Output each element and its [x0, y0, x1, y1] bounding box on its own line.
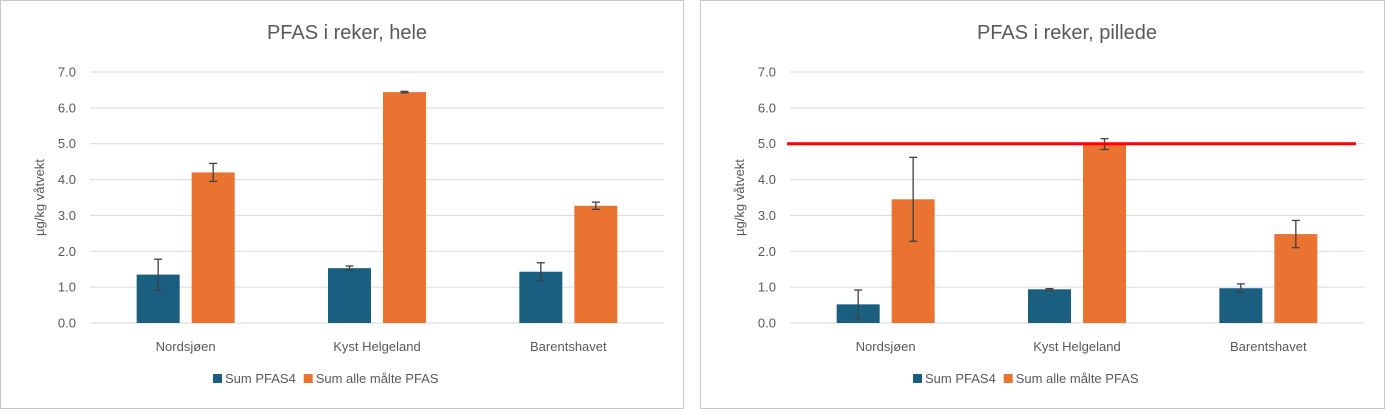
error-bar [854, 289, 863, 320]
bar-sum-alle-1 [383, 92, 426, 323]
x-category-label: Barentshavet [530, 339, 607, 354]
y-tick-label: 7.0 [758, 65, 776, 80]
y-tick-label: 6.0 [58, 100, 76, 115]
x-category-label: Kyst Helgeland [333, 339, 420, 354]
chart-panel-right: PFAS i reker, pillede 0.0 1.0 2.0 3.0 4.0 5.0 6… [700, 0, 1385, 409]
y-tick-label: 1.0 [58, 280, 76, 295]
chart-title: PFAS i reker, pillede [977, 22, 1157, 44]
error-bar [591, 201, 600, 210]
chart-title: PFAS i reker, hele [267, 22, 427, 44]
error-bar [1291, 219, 1300, 249]
error-bar [909, 156, 918, 242]
y-tick-label: 4.0 [758, 172, 776, 187]
bar-sum-alle-0 [191, 172, 235, 323]
legend-label-sum-alle: Sum alle målte PFAS [316, 371, 439, 386]
legend-label-sum-pfas4: Sum PFAS4 [225, 371, 296, 386]
legend-swatch-sum-pfas4 [213, 374, 222, 383]
y-axis-label: µg/kg våtvekt [732, 159, 747, 236]
bar-sum-alle-1 [1083, 144, 1126, 323]
legend-swatch-sum-alle [303, 374, 313, 383]
x-category-label: Kyst Helgeland [1033, 339, 1120, 354]
legend-swatch-sum-alle [1003, 374, 1013, 383]
legend-label-sum-alle: Sum alle målte PFAS [1016, 371, 1139, 386]
y-tick-label: 1.0 [758, 280, 776, 295]
error-bar [400, 90, 409, 94]
x-category-label: Barentshavet [1230, 339, 1307, 354]
y-tick-label: 5.0 [758, 136, 776, 151]
bar-sum-pfas4-2 [1219, 288, 1263, 323]
y-tick-label: 2.0 [758, 244, 776, 259]
error-bar [209, 162, 218, 183]
legend-label-sum-pfas4: Sum PFAS4 [925, 371, 996, 386]
error-bar [1236, 283, 1245, 294]
bar-sum-alle-2 [1274, 234, 1318, 323]
bar-sum-alle-2 [574, 205, 618, 323]
y-tick-label: 0.0 [58, 316, 76, 331]
bar-sum-pfas4-1 [1028, 289, 1071, 323]
x-category-label: Nordsjøen [156, 339, 216, 354]
y-tick-label: 2.0 [58, 244, 76, 259]
error-bar [536, 262, 545, 282]
y-tick-label: 7.0 [58, 65, 76, 80]
error-bar [1045, 287, 1054, 291]
error-bar [345, 265, 354, 271]
legend-swatch-sum-pfas4 [913, 374, 922, 383]
chart-panel-left: PFAS i reker, hele 0.0 1.0 2.0 3.0 4.0 5.0 6.0 7… [0, 0, 684, 409]
chart-left: PFAS i reker, hele 0.0 1.0 2.0 3.0 4.0 5.0 6.0 7… [32, 22, 664, 386]
y-axis-label: µg/kg våtvekt [32, 159, 47, 236]
y-tick-label: 6.0 [758, 100, 776, 115]
y-tick-label: 5.0 [58, 136, 76, 151]
bar-sum-pfas4-1 [328, 268, 371, 323]
x-category-label: Nordsjøen [856, 339, 916, 354]
y-tick-label: 3.0 [758, 208, 776, 223]
chart-right: PFAS i reker, pillede 0.0 1.0 2.0 3.0 4.0 5.0 6… [732, 22, 1364, 386]
y-tick-label: 3.0 [58, 208, 76, 223]
y-tick-label: 0.0 [758, 316, 776, 331]
error-bar [154, 258, 163, 291]
y-tick-label: 4.0 [58, 172, 76, 187]
